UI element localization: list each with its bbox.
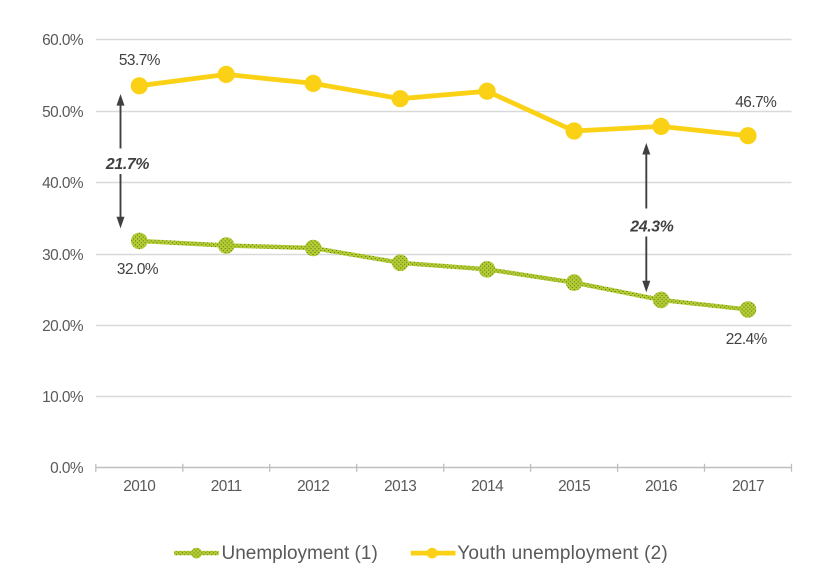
svg-text:22.4%: 22.4% <box>726 331 768 348</box>
svg-text:0.0%: 0.0% <box>50 460 84 477</box>
svg-text:24.3%: 24.3% <box>629 219 674 236</box>
svg-text:2016: 2016 <box>645 478 677 495</box>
svg-text:60.0%: 60.0% <box>42 32 84 49</box>
svg-text:53.7%: 53.7% <box>119 52 161 69</box>
svg-text:46.7%: 46.7% <box>735 94 777 111</box>
svg-text:2012: 2012 <box>297 478 329 495</box>
svg-text:50.0%: 50.0% <box>42 104 84 121</box>
svg-text:2015: 2015 <box>558 478 590 495</box>
svg-text:2017: 2017 <box>732 478 764 495</box>
svg-text:2014: 2014 <box>471 478 504 495</box>
svg-text:40.0%: 40.0% <box>42 175 84 192</box>
svg-text:30.0%: 30.0% <box>42 247 84 264</box>
svg-text:Youth unemployment (2): Youth unemployment (2) <box>457 543 668 564</box>
svg-text:Unemployment (1): Unemployment (1) <box>222 543 378 564</box>
svg-text:21.7%: 21.7% <box>105 156 150 173</box>
svg-text:2010: 2010 <box>123 478 155 495</box>
svg-text:32.0%: 32.0% <box>117 261 159 278</box>
svg-text:20.0%: 20.0% <box>42 318 84 335</box>
svg-text:10.0%: 10.0% <box>42 389 84 406</box>
svg-text:2011: 2011 <box>211 478 242 495</box>
svg-text:2013: 2013 <box>384 478 416 495</box>
